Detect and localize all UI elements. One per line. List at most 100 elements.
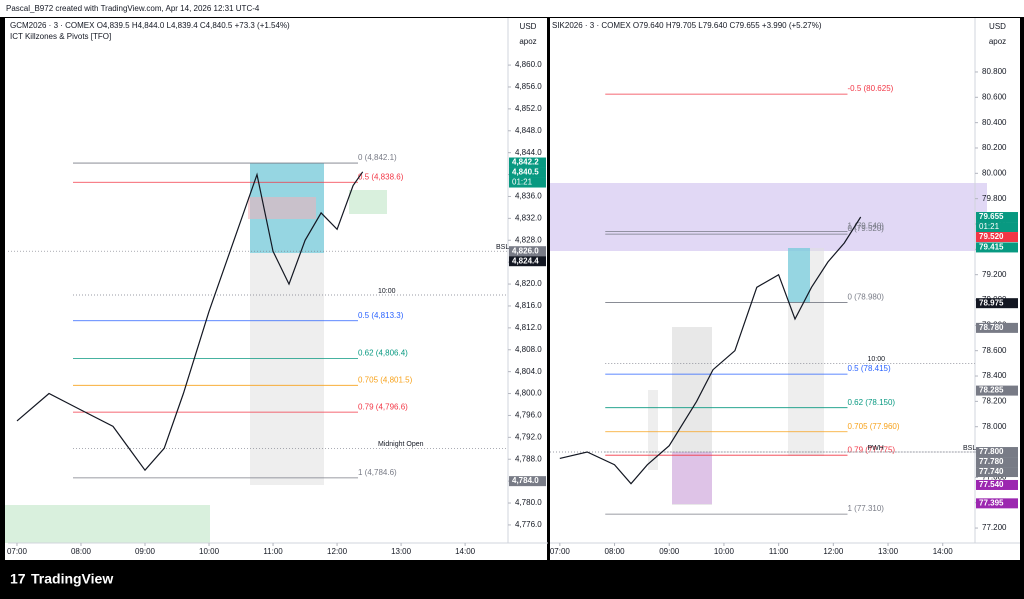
x-tick-label: 13:00 xyxy=(391,547,412,556)
x-tick-label: 12:00 xyxy=(327,547,348,556)
y-tick-label: 78.200 xyxy=(982,396,1007,405)
fib-label: 0.5 (78.415) xyxy=(848,364,891,373)
y-tick-label: 4,808.0 xyxy=(515,345,542,354)
price-badge xyxy=(509,476,546,487)
y-tick-label: 4,804.0 xyxy=(515,367,542,376)
x-tick-label: 13:00 xyxy=(878,547,899,556)
x-tick-label: 14:00 xyxy=(933,547,954,556)
fib-label: -0.5 (80.625) xyxy=(848,84,894,93)
price-badge-label: 4,842.2 xyxy=(512,158,539,167)
price-line xyxy=(559,216,862,485)
note-label: 10:00 xyxy=(378,288,396,295)
fib-label: 1 (79.540) xyxy=(848,222,885,231)
zone xyxy=(788,248,810,303)
price-badge-label: 77.395 xyxy=(979,498,1004,507)
price-badge xyxy=(509,167,546,178)
fib-label: 0 (4,842.1) xyxy=(358,153,397,162)
price-badge-label: 4,840.5 xyxy=(512,168,539,177)
price-badge-label: 4,824.4 xyxy=(512,256,539,265)
y-tick-label: 80.600 xyxy=(982,92,1007,101)
currency: USD xyxy=(520,22,537,31)
price-badge xyxy=(976,322,1018,333)
fib-label: 0.705 (4,801.5) xyxy=(358,375,413,384)
x-tick-label: 10:00 xyxy=(199,547,220,556)
price-badge-label: 77.740 xyxy=(979,467,1004,476)
price-badge-label: 78.975 xyxy=(979,298,1004,307)
note-label: PWH xyxy=(868,445,884,452)
price-badge xyxy=(976,232,1018,243)
zone xyxy=(648,390,658,470)
price-badge xyxy=(976,498,1018,509)
y-tick-label: 79.200 xyxy=(982,270,1007,279)
price-line xyxy=(16,171,364,472)
price-badge-label: 78.780 xyxy=(979,323,1004,332)
x-tick-label: 14:00 xyxy=(455,547,476,556)
header-bar xyxy=(0,0,1024,17)
x-tick-label: 09:00 xyxy=(659,547,680,556)
fib-label: 0.62 (4,806.4) xyxy=(358,349,408,358)
x-tick-label: 08:00 xyxy=(71,547,92,556)
indicator: ICT Killzones & Pivots [TFO] xyxy=(10,32,111,41)
x-tick-label: 07:00 xyxy=(7,547,28,556)
price-badge xyxy=(976,479,1018,490)
y-tick-label: 4,820.0 xyxy=(515,279,542,288)
x-tick-label: 08:00 xyxy=(605,547,626,556)
y-tick-label: 80.200 xyxy=(982,143,1007,152)
fib-label: 0.705 (77.960) xyxy=(848,422,900,431)
fib-label: 1 (4,784.6) xyxy=(358,468,397,477)
x-tick-label: 11:00 xyxy=(769,547,789,556)
zone xyxy=(248,197,316,219)
price-badge-label: 77.540 xyxy=(979,480,1004,489)
price-badge xyxy=(509,256,546,267)
zone xyxy=(5,505,210,543)
unit: apoz xyxy=(519,37,536,46)
symbol-line: GCM2026 · 3 · COMEX O4,839.5 H4,844.0 L4… xyxy=(10,21,290,30)
zone xyxy=(349,190,387,214)
price-badge xyxy=(509,246,546,257)
price-badge-label: 77.800 xyxy=(979,447,1004,456)
y-tick-label: 80.400 xyxy=(982,118,1007,127)
y-tick-label: 4,776.0 xyxy=(515,520,542,529)
y-tick-label: 80.000 xyxy=(982,168,1007,177)
logo-mark: 17 xyxy=(10,571,26,587)
y-tick-label: 4,788.0 xyxy=(515,454,542,463)
timer-badge xyxy=(976,222,1018,233)
price-badge xyxy=(976,212,1018,223)
fib-label: 0.79 (4,796.6) xyxy=(358,402,408,411)
price-badge-label: 4,784.0 xyxy=(512,476,539,485)
y-tick-label: 78.400 xyxy=(982,371,1007,380)
y-tick-label: 4,836.0 xyxy=(515,192,542,201)
price-badge xyxy=(976,457,1018,468)
price-badge-label: 79.655 xyxy=(979,212,1004,221)
currency: USD xyxy=(989,22,1006,31)
note-label: Midnight Open xyxy=(378,441,424,448)
zone xyxy=(550,183,987,251)
y-tick-label: 4,856.0 xyxy=(515,82,542,91)
credit: Pascal_B972 created with TradingView.com… xyxy=(6,4,260,13)
price-badge xyxy=(976,467,1018,478)
price-badge xyxy=(976,385,1018,396)
y-tick-label: 4,860.0 xyxy=(515,60,542,69)
price-badge-label: 77.780 xyxy=(979,457,1004,466)
y-tick-label: 4,828.0 xyxy=(515,235,542,244)
timer: 01:21 xyxy=(979,222,1000,231)
price-badge xyxy=(976,242,1018,253)
brand: TradingView xyxy=(31,571,113,587)
y-tick-label: 4,812.0 xyxy=(515,323,542,332)
note-label: 10:00 xyxy=(868,356,886,363)
y-tick-label: 79.800 xyxy=(982,194,1007,203)
fib-label: 0.5 (4,813.3) xyxy=(358,311,404,320)
fib-label: 0 (78.980) xyxy=(848,293,885,302)
x-tick-label: 09:00 xyxy=(135,547,156,556)
unit: apoz xyxy=(989,37,1006,46)
y-tick-label: 4,816.0 xyxy=(515,301,542,310)
x-tick-label: 12:00 xyxy=(823,547,844,556)
fib-label: 0.79 (77.775) xyxy=(848,445,896,454)
note-label: BSL xyxy=(496,244,509,251)
price-badge xyxy=(976,298,1018,309)
price-badge xyxy=(976,447,1018,458)
zone xyxy=(672,452,712,504)
y-tick-label: 4,852.0 xyxy=(515,104,542,113)
